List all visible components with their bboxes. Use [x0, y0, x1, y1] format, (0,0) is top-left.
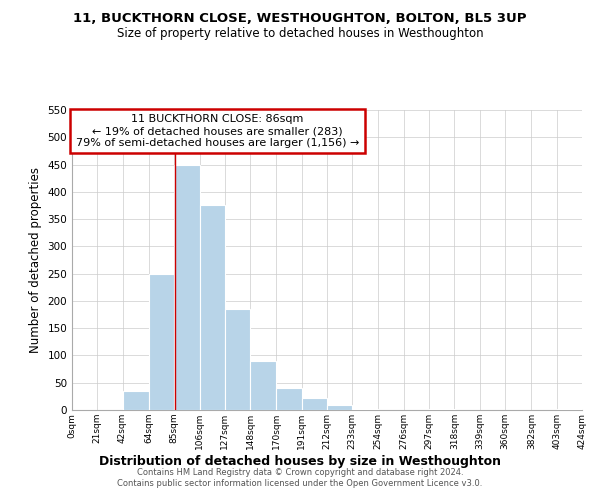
- Bar: [199, 206, 225, 410]
- Bar: [429, 409, 455, 410]
- Text: Size of property relative to detached houses in Westhoughton: Size of property relative to detached ho…: [116, 28, 484, 40]
- Bar: [327, 404, 352, 410]
- Y-axis label: Number of detached properties: Number of detached properties: [29, 167, 42, 353]
- Text: 11, BUCKTHORN CLOSE, WESTHOUGHTON, BOLTON, BL5 3UP: 11, BUCKTHORN CLOSE, WESTHOUGHTON, BOLTO…: [73, 12, 527, 26]
- Bar: [302, 398, 327, 410]
- Bar: [557, 409, 582, 410]
- Text: 11 BUCKTHORN CLOSE: 86sqm
← 19% of detached houses are smaller (283)
79% of semi: 11 BUCKTHORN CLOSE: 86sqm ← 19% of detac…: [76, 114, 359, 148]
- Bar: [250, 361, 277, 410]
- Bar: [149, 274, 174, 410]
- Bar: [352, 409, 377, 410]
- Bar: [122, 391, 149, 410]
- Bar: [277, 388, 302, 410]
- Bar: [225, 309, 250, 410]
- Bar: [174, 164, 199, 410]
- Text: Distribution of detached houses by size in Westhoughton: Distribution of detached houses by size …: [99, 455, 501, 468]
- Text: Contains HM Land Registry data © Crown copyright and database right 2024.
Contai: Contains HM Land Registry data © Crown c…: [118, 468, 482, 487]
